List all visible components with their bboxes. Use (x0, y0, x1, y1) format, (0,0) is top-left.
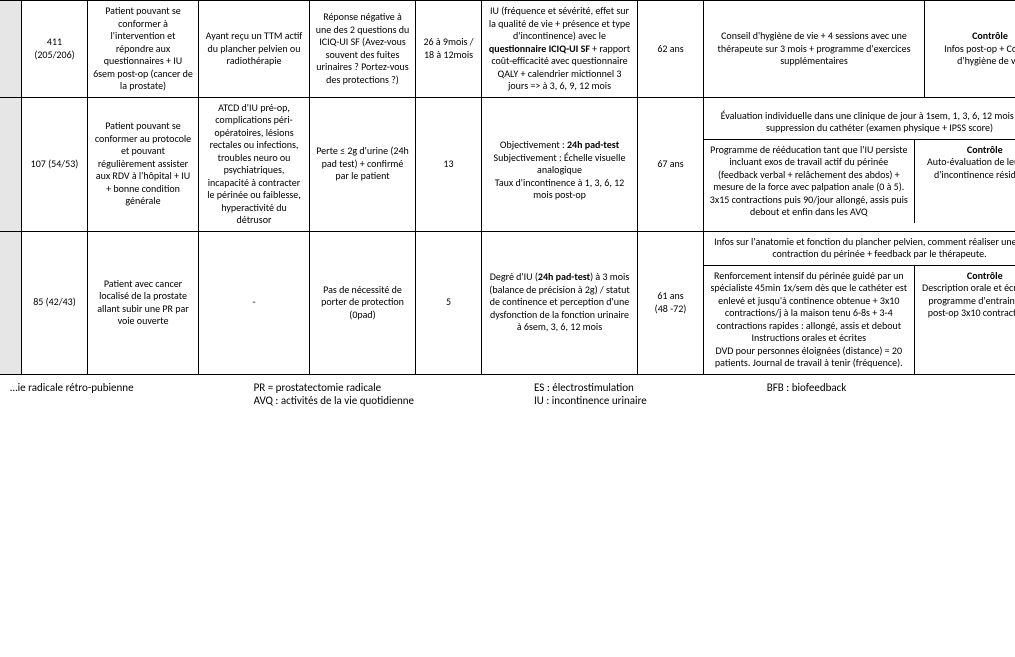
legend-item: IU : incontinence urinaire (534, 394, 647, 407)
page: …ents …s pour …ancer …la …ate) 411 (205/… (0, 0, 1015, 657)
control-text: Auto-évaluation de leur taux d'incontine… (927, 155, 1015, 181)
cell-definition: Perte ≤ 2g d'urine (24h pad test) + conf… (310, 97, 416, 231)
legend-col: BFB : biofeedback (767, 381, 847, 407)
cell-outcome: Degré d'IU (24h pad-test) à 3 mois (bala… (482, 231, 638, 374)
control-title: Contrôle (972, 29, 1008, 42)
table-row: …ents …s pour …r voie …e pour …r de la …… (0, 231, 1015, 374)
cell-n: 411 (205/206) (22, 1, 88, 98)
text-bold: 24h pad-test (538, 270, 590, 283)
control-block: Contrôle Auto-évaluation de leur taux d'… (915, 140, 1015, 223)
cell-age: 67 ans (638, 97, 704, 231)
control-text: Infos post-op + Conseil d'hygiène de vie (944, 42, 1015, 68)
intervention-text: Programme de rééducation tant que l'IU p… (704, 140, 915, 223)
cell-followup: 26 à 9mois / 18 à 12mois (416, 1, 482, 98)
cell-age: 61 ans (48 -72) (638, 231, 704, 374)
legend-col: PR = prostatectomie radicale AVQ : activ… (254, 381, 414, 407)
intervention-top: Évaluation individuelle dans une cliniqu… (704, 106, 1015, 140)
cell-study: …ents …s pour …r voie …e pour …r de la …… (0, 231, 22, 374)
cell-study: …ents …s pour …vec col …cal …ervé …r de … (0, 97, 22, 231)
table-row: …ents …s pour …ancer …la …ate) 411 (205/… (0, 1, 1015, 98)
cell-outcome: IU (fréquence et sévérité, effet sur la … (482, 1, 638, 98)
cell-inclusion: Patient pouvant se conformer au protocol… (88, 97, 199, 231)
text: Subjectivement : Échelle visuelle analog… (494, 151, 626, 202)
cell-followup: 5 (416, 231, 482, 374)
control-text: Description orale et écrite d'un program… (922, 281, 1015, 319)
cell-intervention-control: Évaluation individuelle dans une cliniqu… (704, 97, 1015, 231)
legend-col: ES : électrostimulation IU : incontinenc… (534, 381, 647, 407)
cell-study: …ents …s pour …ancer …la …ate) (0, 1, 22, 98)
legend-item: BFB : biofeedback (767, 381, 847, 394)
intervention-text: Renforcement intensif du périnée guidé p… (704, 266, 915, 374)
text: Degré d'IU ( (490, 270, 538, 283)
cell-inclusion: Patient avec cancer localisé de la prost… (88, 231, 199, 374)
control-title: Contrôle (967, 269, 1003, 282)
legend-item: …ie radicale rétro-pubienne (10, 381, 134, 394)
cell-n: 85 (42/43) (22, 231, 88, 374)
legend-item: PR = prostatectomie radicale (254, 381, 414, 394)
control-title: Contrôle (967, 143, 1003, 156)
cell-control: Contrôle Infos post-op + Conseil d'hygiè… (925, 1, 1015, 98)
cell-exclusion: - (199, 231, 310, 374)
text: IU (fréquence et sévérité, effet sur la … (489, 4, 630, 42)
text-bold: questionnaire ICIQ-UI SF (489, 42, 590, 55)
data-table: …ents …s pour …ancer …la …ate) 411 (205/… (0, 0, 1015, 375)
cell-outcome: Objectivement : 24h pad-test Subjectivem… (482, 97, 638, 231)
legend-item: AVQ : activités de la vie quotidienne (254, 394, 414, 407)
text: Objectivement : (500, 138, 567, 151)
cell-n: 107 (54/53) (22, 97, 88, 231)
cell-age: 62 ans (638, 1, 704, 98)
cell-definition: Pas de nécessité de porter de protection… (310, 231, 416, 374)
cell-definition: Réponse négative à une des 2 questions d… (310, 1, 416, 98)
cell-intervention: Conseil d'hygiène de vie + 4 sessions av… (704, 1, 925, 98)
cell-intervention-control: Infos sur l'anatomie et fonction du plan… (704, 231, 1015, 374)
legend-item: ES : électrostimulation (534, 381, 647, 394)
text-bold: 24h pad-test (567, 138, 619, 151)
cell-exclusion: Ayant reçu un TTM actif du plancher pelv… (199, 1, 310, 98)
control-block: Contrôle Description orale et écrite d'u… (915, 266, 1015, 374)
legend: …ie radicale rétro-pubienne PR = prostat… (10, 381, 1015, 407)
cell-followup: 13 (416, 97, 482, 231)
legend-col: …ie radicale rétro-pubienne (10, 381, 134, 407)
cell-inclusion: Patient pouvant se conformer à l'interve… (88, 1, 199, 98)
cell-exclusion: ATCD d'IU pré-op, complications péri-opé… (199, 97, 310, 231)
intervention-top: Infos sur l'anatomie et fonction du plan… (704, 232, 1015, 266)
table-row: …ents …s pour …vec col …cal …ervé …r de … (0, 97, 1015, 231)
